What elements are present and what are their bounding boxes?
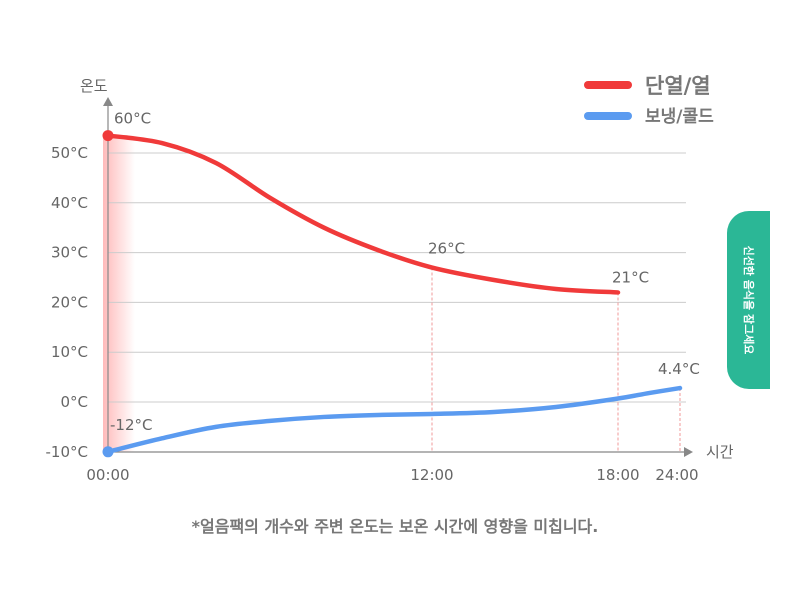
series-line-1 xyxy=(105,385,683,455)
footnote: *얼음팩의 개수와 주변 온도는 보온 시간에 영향을 미칩니다. xyxy=(191,517,599,536)
data-label: 21°C xyxy=(612,268,649,286)
legend-label-1: 보냉/콜드 xyxy=(645,107,714,127)
data-label: 4.4°C xyxy=(658,360,700,378)
x-tick-label: 12:00 xyxy=(410,466,453,484)
y-tick-label: 40°C xyxy=(51,194,88,212)
y-tick-label: 30°C xyxy=(51,244,88,262)
x-tick-label: 18:00 xyxy=(596,466,639,484)
y-tick-label: 20°C xyxy=(51,293,88,311)
y-axis-label: 온도 xyxy=(80,77,108,95)
y-tick-label: -10°C xyxy=(46,443,88,461)
y-tick-label: 0°C xyxy=(60,393,88,411)
x-tick-label: 00:00 xyxy=(86,466,129,484)
series-line-0 xyxy=(105,133,621,295)
side-tab[interactable]: 신선한 음식을 잠그세요 xyxy=(727,211,770,389)
y-tick-label: 10°C xyxy=(51,343,88,361)
x-axis-arrow xyxy=(684,447,693,457)
side-tab-label: 신선한 음식을 잠그세요 xyxy=(741,245,755,355)
y-axis-arrow xyxy=(103,97,113,106)
series-start-point-1 xyxy=(102,446,114,458)
y-tick-label: 50°C xyxy=(51,144,88,162)
x-tick-label: 24:00 xyxy=(655,466,698,484)
data-label: -12°C xyxy=(110,416,152,434)
data-label: 60°C xyxy=(114,110,151,128)
x-axis-label: 시간 xyxy=(706,443,734,461)
data-label: 26°C xyxy=(428,240,465,258)
series-start-point-0 xyxy=(102,130,114,142)
legend-label-0: 단열/열 xyxy=(645,74,711,98)
